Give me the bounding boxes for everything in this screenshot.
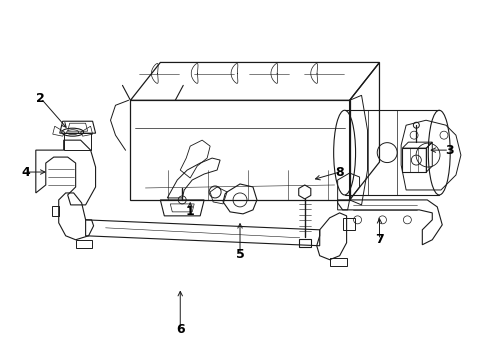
Text: 6: 6 (176, 323, 185, 336)
Text: 3: 3 (445, 144, 454, 157)
Text: 1: 1 (186, 205, 195, 219)
Text: 8: 8 (335, 166, 344, 179)
Text: 2: 2 (36, 92, 45, 105)
Text: 7: 7 (375, 233, 384, 246)
Text: 4: 4 (22, 166, 30, 179)
Text: 5: 5 (236, 248, 245, 261)
